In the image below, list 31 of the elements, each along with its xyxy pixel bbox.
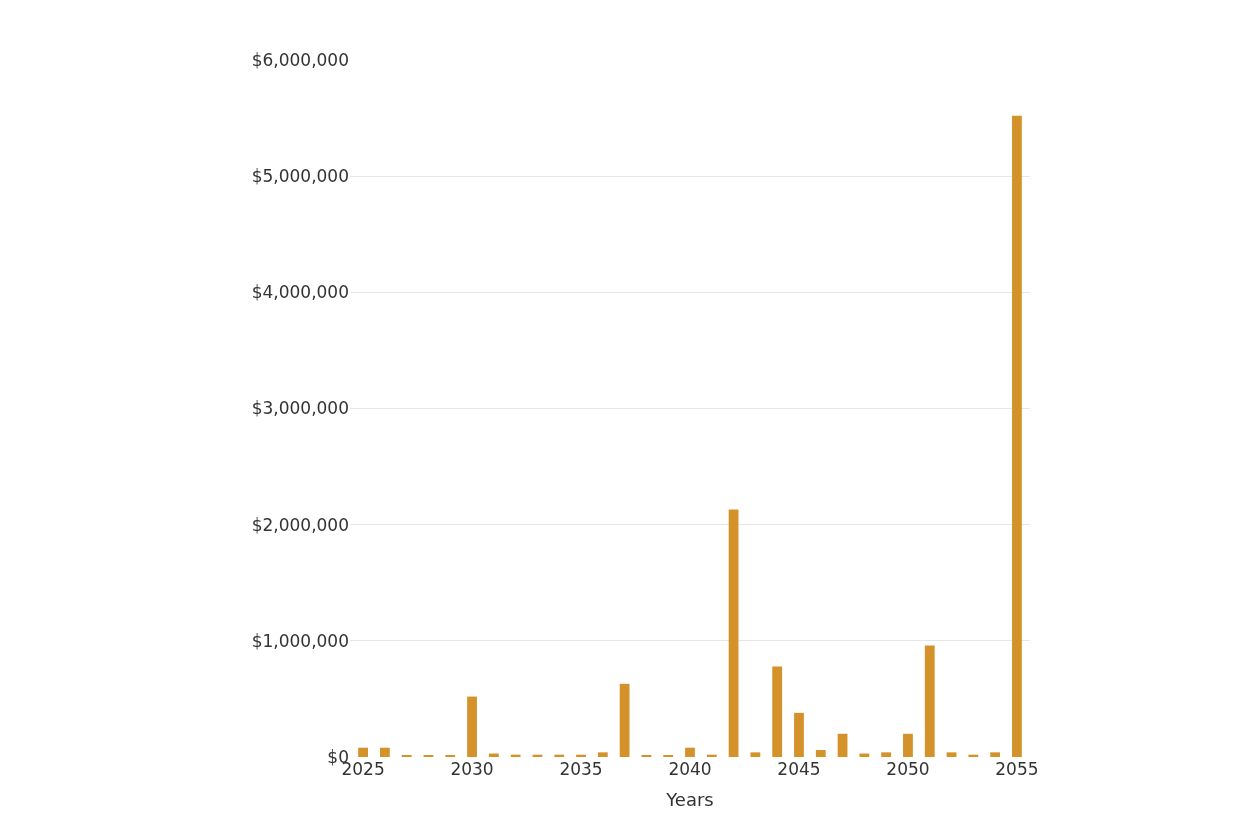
bar — [379, 747, 390, 757]
y-tick-label: $5,000,000 — [251, 166, 349, 187]
bar — [750, 752, 761, 757]
bar — [685, 747, 695, 757]
bar — [597, 752, 608, 757]
bar — [881, 752, 892, 757]
bar — [946, 752, 957, 757]
y-tick-label: $1,000,000 — [251, 630, 349, 651]
bar — [903, 733, 913, 757]
bar — [467, 696, 477, 757]
y-tick-label: $6,000,000 — [251, 49, 349, 70]
bar — [990, 752, 1001, 757]
bar — [815, 750, 826, 757]
x-tick-label: 2055 — [995, 759, 1039, 779]
bar — [924, 645, 935, 757]
bar — [1012, 115, 1022, 757]
x-tick-label: 2030 — [450, 759, 494, 779]
x-tick-label: 2035 — [559, 759, 603, 779]
x-axis-title: Years — [665, 789, 714, 811]
bar — [728, 509, 739, 757]
y-tick-label: $2,000,000 — [251, 514, 349, 535]
bar — [358, 747, 368, 757]
bar — [619, 683, 630, 757]
bar — [837, 733, 848, 757]
bar — [794, 712, 804, 757]
x-tick-label: 2045 — [777, 759, 821, 779]
bar — [772, 666, 783, 757]
x-tick-label: 2040 — [668, 759, 712, 779]
x-tick-label: 2050 — [886, 759, 930, 779]
y-tick-label: $4,000,000 — [251, 282, 349, 303]
y-tick-label: $3,000,000 — [251, 398, 349, 419]
